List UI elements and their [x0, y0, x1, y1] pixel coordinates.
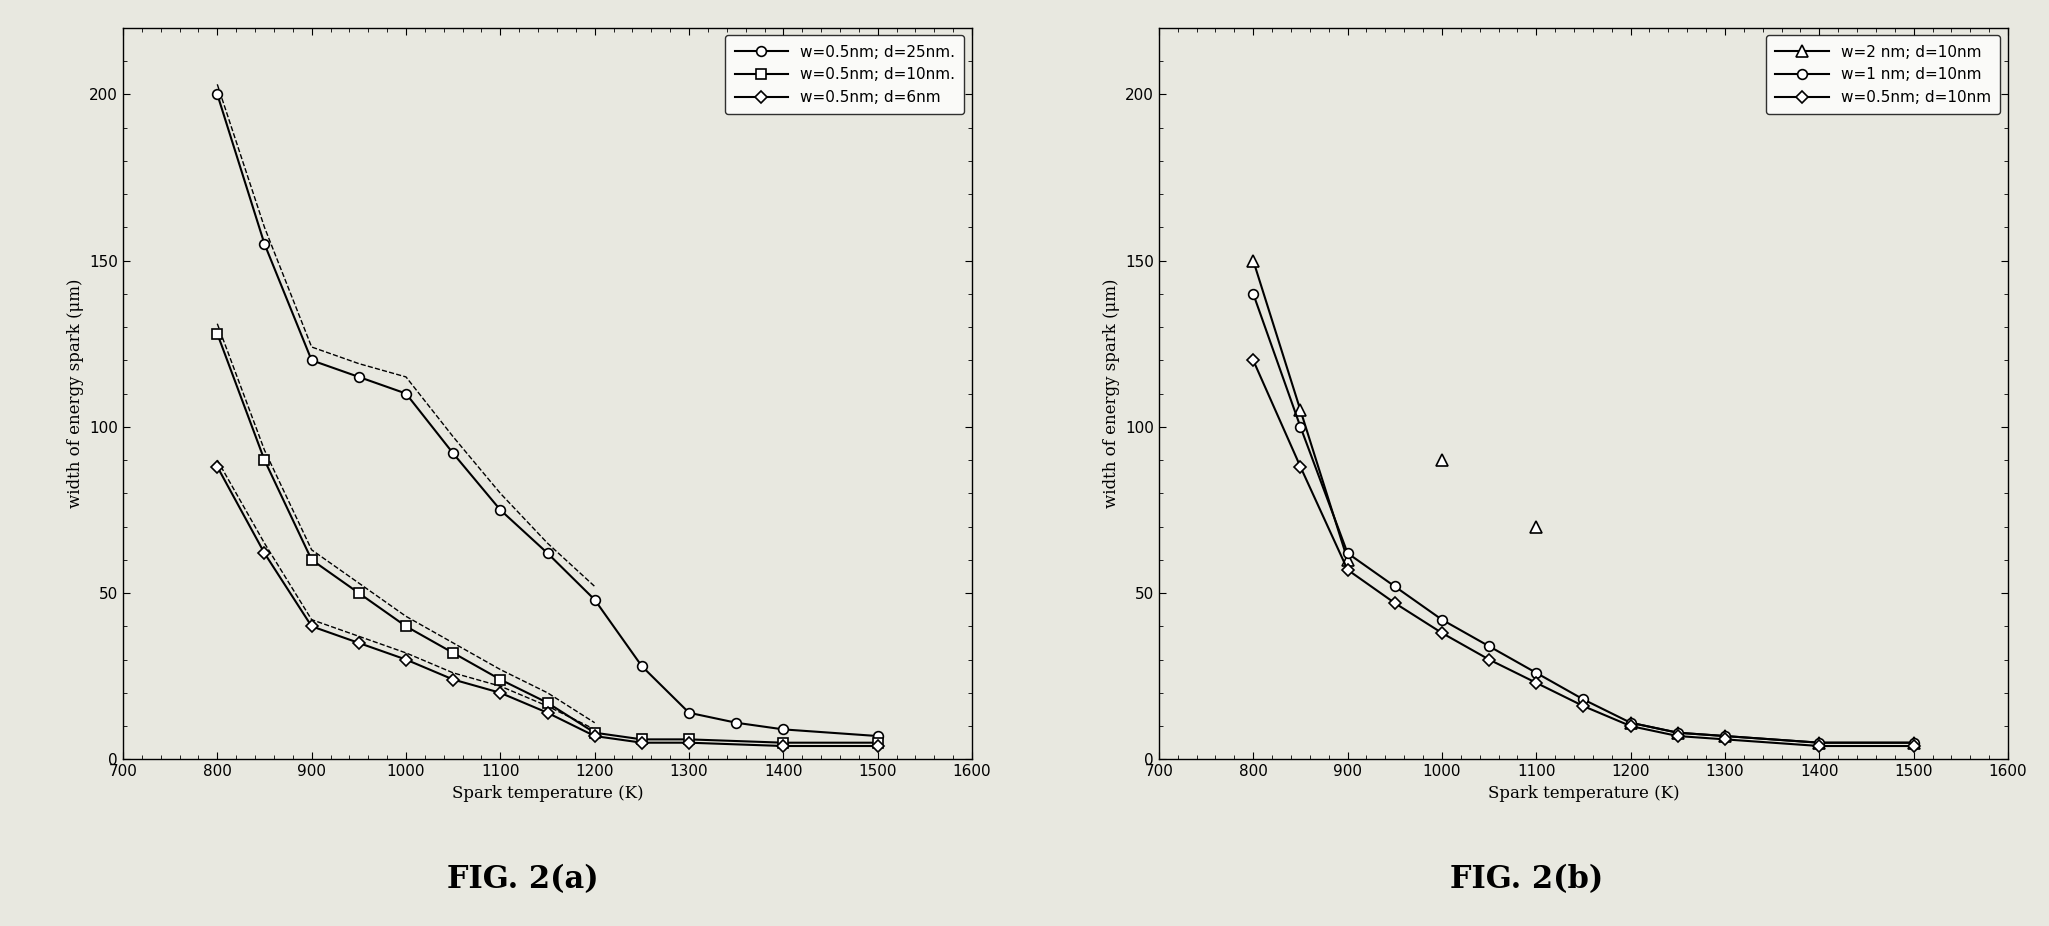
w=1 nm; d=10nm	[1807, 737, 1832, 748]
X-axis label: Spark temperature (K): Spark temperature (K)	[1488, 784, 1680, 802]
w=0.5nm; d=10nm.	[770, 737, 795, 748]
w=1 nm; d=10nm	[1572, 694, 1596, 705]
w=0.5nm; d=10nm.	[299, 555, 324, 566]
w=0.5nm; d=25nm.	[299, 355, 324, 366]
Line: w=2 nm; d=10nm: w=2 nm; d=10nm	[1248, 255, 1352, 566]
w=0.5nm; d=10nm	[1336, 564, 1361, 575]
w=0.5nm; d=25nm.	[676, 707, 701, 719]
w=0.5nm; d=6nm	[582, 731, 607, 742]
Line: w=0.5nm; d=10nm: w=0.5nm; d=10nm	[1250, 357, 1918, 750]
w=0.5nm; d=10nm.	[535, 697, 559, 708]
Line: w=0.5nm; d=25nm.: w=0.5nm; d=25nm.	[213, 90, 883, 741]
w=0.5nm; d=10nm	[1901, 741, 1926, 752]
w=1 nm; d=10nm	[1477, 641, 1502, 652]
Legend: w=2 nm; d=10nm, w=1 nm; d=10nm, w=0.5nm; d=10nm: w=2 nm; d=10nm, w=1 nm; d=10nm, w=0.5nm;…	[1766, 35, 2000, 114]
Line: w=0.5nm; d=6nm: w=0.5nm; d=6nm	[213, 463, 881, 750]
Text: FIG. 2(a): FIG. 2(a)	[447, 864, 598, 895]
w=1 nm; d=10nm	[1619, 718, 1643, 729]
w=0.5nm; d=10nm	[1477, 654, 1502, 665]
w=0.5nm; d=25nm.	[205, 89, 229, 100]
w=0.5nm; d=10nm.	[205, 328, 229, 339]
w=0.5nm; d=10nm.	[346, 587, 371, 598]
w=0.5nm; d=6nm	[535, 707, 559, 719]
w=1 nm; d=10nm	[1524, 668, 1549, 679]
w=0.5nm; d=25nm.	[865, 731, 889, 742]
w=0.5nm; d=6nm	[488, 687, 512, 698]
w=1 nm; d=10nm	[1383, 581, 1408, 592]
w=2 nm; d=10nm	[1289, 405, 1313, 416]
w=0.5nm; d=10nm	[1619, 720, 1643, 732]
w=0.5nm; d=10nm.	[441, 647, 465, 658]
w=0.5nm; d=25nm.	[441, 448, 465, 459]
w=0.5nm; d=6nm	[205, 461, 229, 472]
w=0.5nm; d=25nm.	[723, 718, 748, 729]
w=0.5nm; d=10nm.	[629, 733, 654, 745]
w=0.5nm; d=6nm	[676, 737, 701, 748]
w=0.5nm; d=10nm.	[252, 455, 277, 466]
w=2 nm; d=10nm	[1336, 555, 1361, 566]
w=0.5nm; d=10nm.	[488, 674, 512, 685]
w=0.5nm; d=10nm	[1430, 628, 1455, 639]
w=0.5nm; d=6nm	[299, 620, 324, 632]
w=1 nm; d=10nm	[1901, 737, 1926, 748]
w=1 nm; d=10nm	[1713, 731, 1738, 742]
w=0.5nm; d=10nm.	[676, 733, 701, 745]
w=0.5nm; d=6nm	[441, 674, 465, 685]
Line: w=1 nm; d=10nm: w=1 nm; d=10nm	[1248, 289, 1918, 747]
w=0.5nm; d=10nm.	[865, 737, 889, 748]
w=0.5nm; d=25nm.	[393, 388, 418, 399]
w=0.5nm; d=6nm	[629, 737, 654, 748]
w=0.5nm; d=25nm.	[582, 594, 607, 606]
w=0.5nm; d=25nm.	[535, 547, 559, 558]
w=0.5nm; d=25nm.	[488, 505, 512, 516]
w=0.5nm; d=6nm	[865, 741, 889, 752]
w=2 nm; d=10nm	[1242, 255, 1266, 266]
w=0.5nm; d=10nm	[1572, 701, 1596, 712]
w=1 nm; d=10nm	[1336, 547, 1361, 558]
w=0.5nm; d=10nm	[1289, 461, 1313, 472]
w=0.5nm; d=25nm.	[252, 238, 277, 249]
w=0.5nm; d=10nm	[1666, 731, 1690, 742]
w=0.5nm; d=10nm	[1383, 597, 1408, 608]
X-axis label: Spark temperature (K): Spark temperature (K)	[451, 784, 643, 802]
w=0.5nm; d=25nm.	[629, 660, 654, 671]
Text: FIG. 2(b): FIG. 2(b)	[1451, 864, 1602, 895]
w=0.5nm; d=25nm.	[346, 371, 371, 382]
w=0.5nm; d=10nm	[1524, 677, 1549, 688]
w=0.5nm; d=6nm	[346, 637, 371, 648]
Y-axis label: width of energy spark (μm): width of energy spark (μm)	[1102, 279, 1119, 508]
w=0.5nm; d=6nm	[770, 741, 795, 752]
Y-axis label: width of energy spark (μm): width of energy spark (μm)	[68, 279, 84, 508]
w=1 nm; d=10nm	[1242, 288, 1266, 299]
w=0.5nm; d=10nm	[1807, 741, 1832, 752]
w=1 nm; d=10nm	[1430, 614, 1455, 625]
Line: w=0.5nm; d=10nm.: w=0.5nm; d=10nm.	[213, 329, 883, 747]
w=0.5nm; d=6nm	[252, 547, 277, 558]
w=0.5nm; d=25nm.	[770, 724, 795, 735]
w=0.5nm; d=10nm	[1242, 355, 1266, 366]
w=0.5nm; d=10nm.	[582, 727, 607, 738]
w=1 nm; d=10nm	[1666, 727, 1690, 738]
w=0.5nm; d=10nm	[1713, 733, 1738, 745]
Legend: w=0.5nm; d=25nm., w=0.5nm; d=10nm., w=0.5nm; d=6nm: w=0.5nm; d=25nm., w=0.5nm; d=10nm., w=0.…	[725, 35, 965, 114]
w=0.5nm; d=6nm	[393, 654, 418, 665]
w=1 nm; d=10nm	[1289, 421, 1313, 432]
w=0.5nm; d=10nm.	[393, 620, 418, 632]
